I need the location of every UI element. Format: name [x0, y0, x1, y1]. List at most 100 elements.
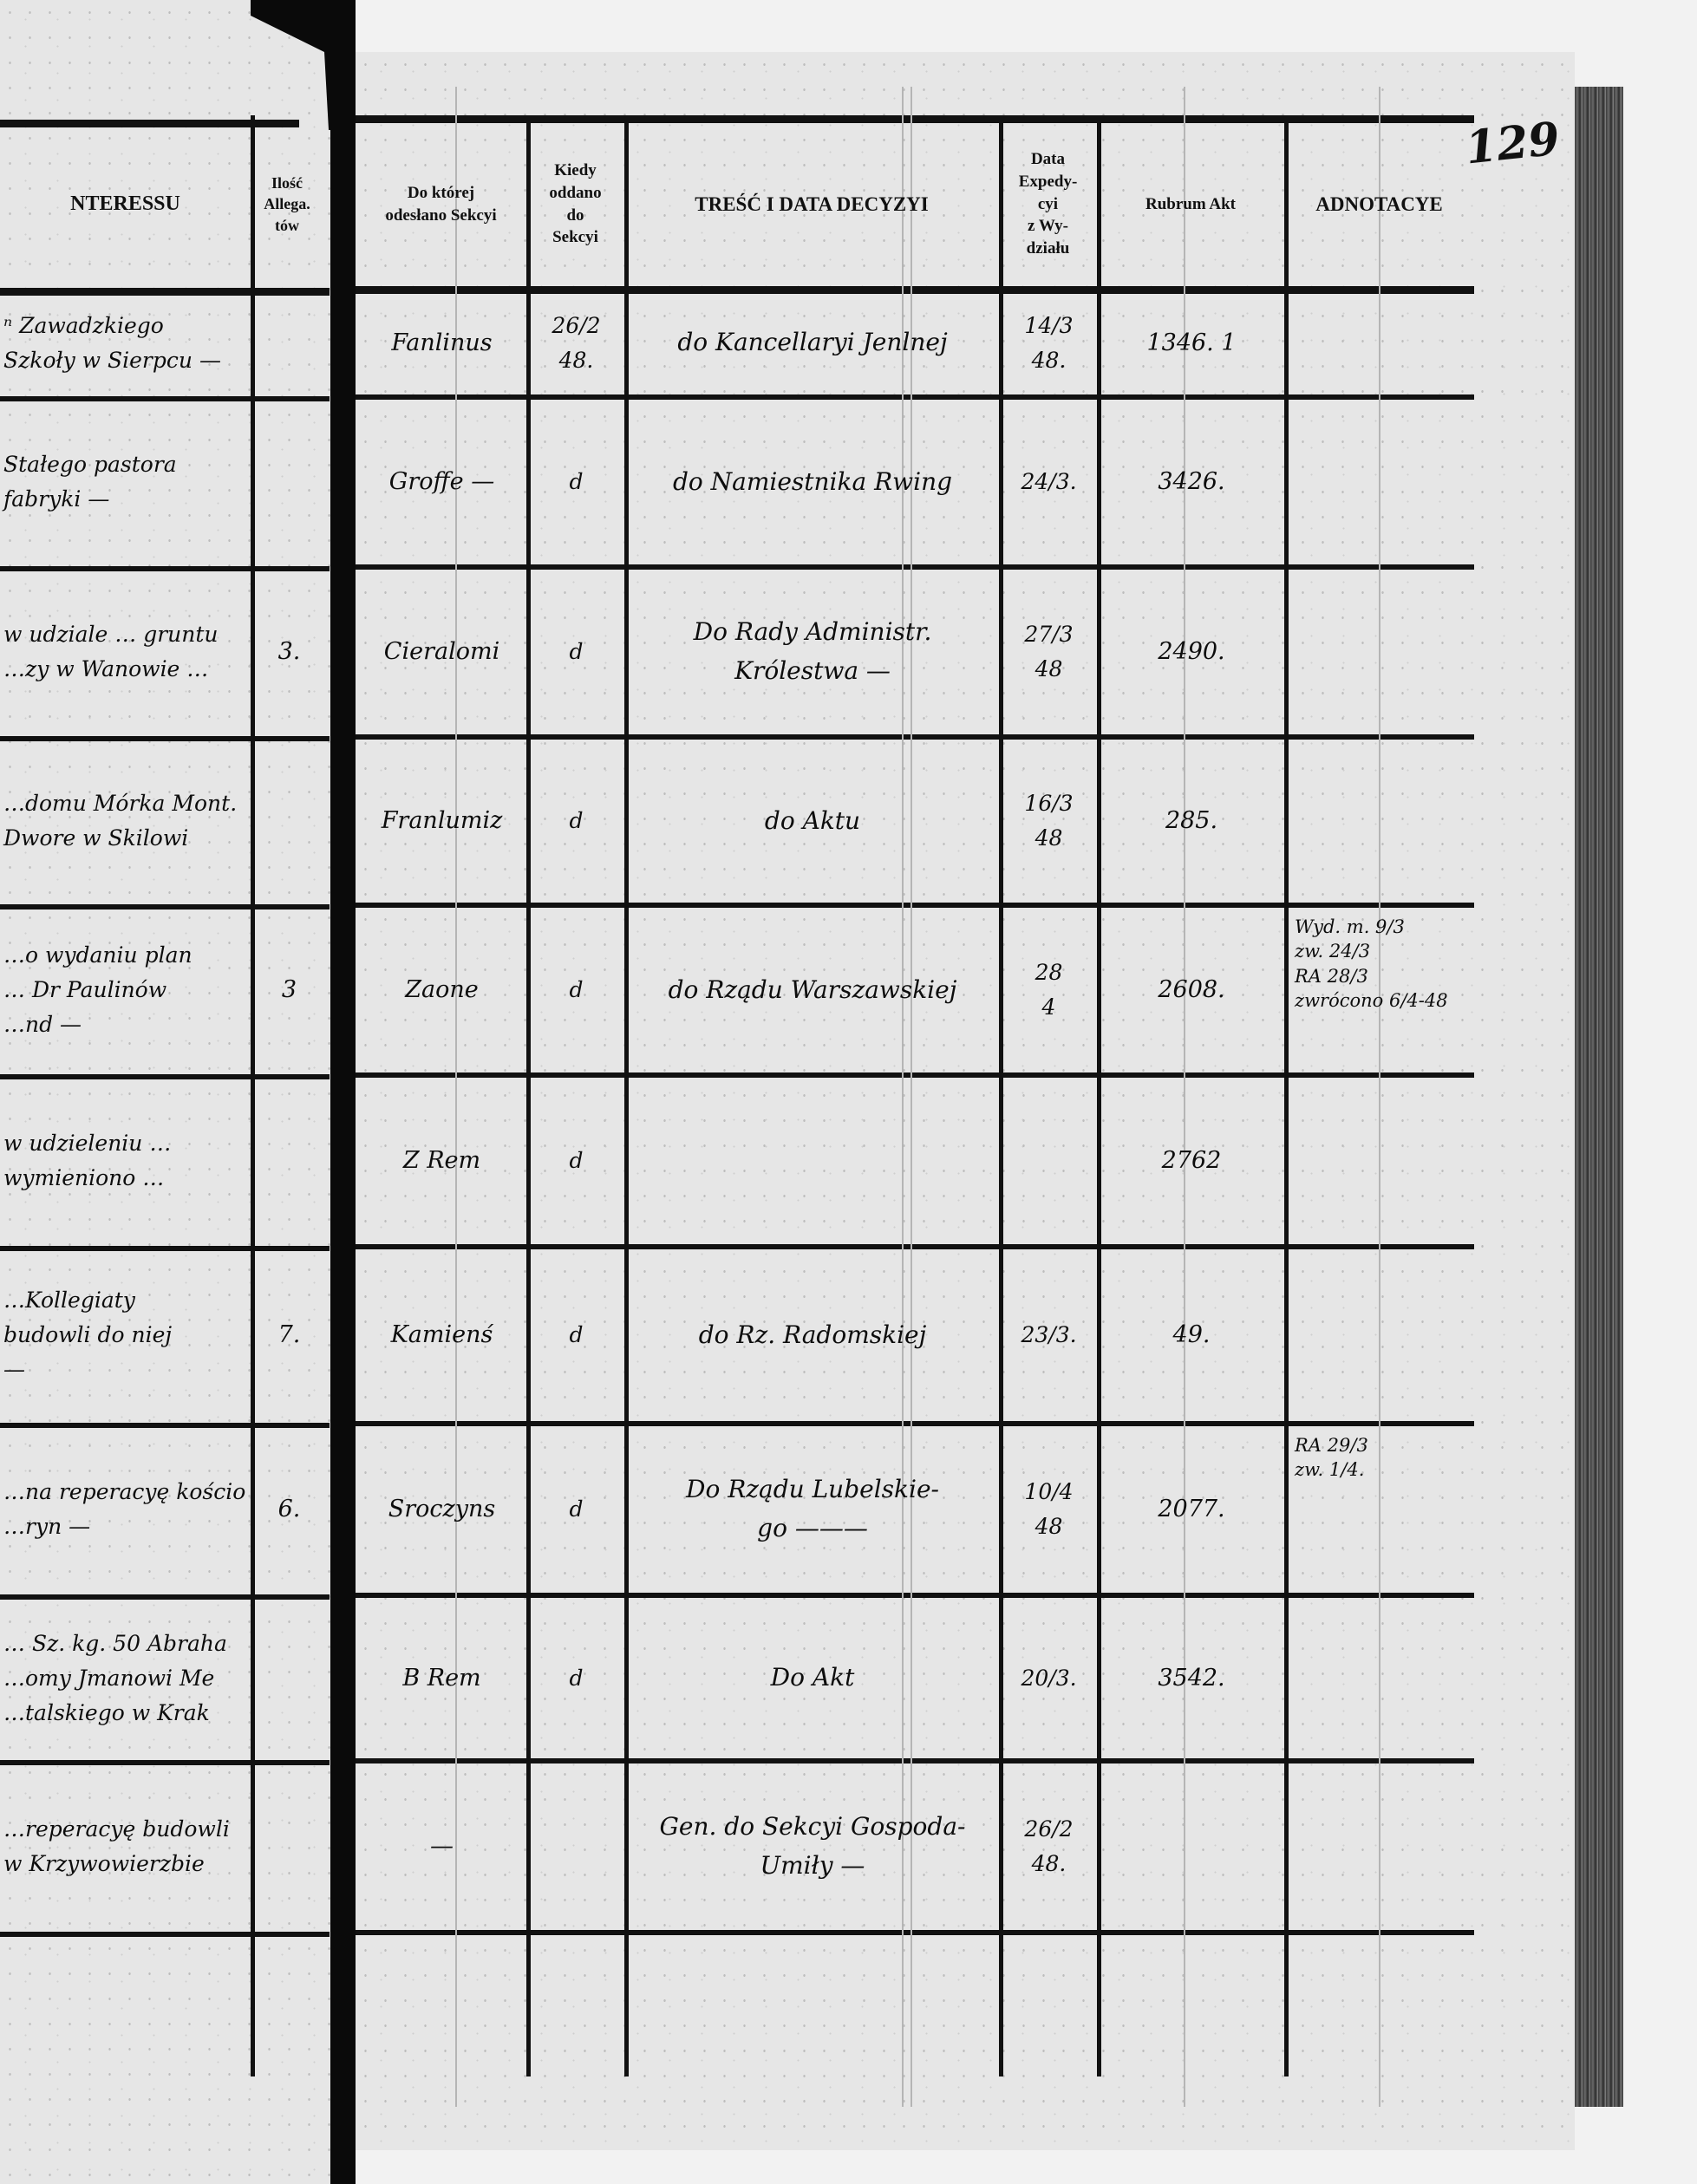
when-cell: d: [569, 808, 584, 833]
when-cell: [532, 1763, 621, 1930]
rubrum-cell: 2490.: [1158, 638, 1225, 666]
when-cell: d: [569, 1665, 584, 1691]
row-rule-left: [0, 396, 330, 401]
interessu-cell: ⁿ Zawadzkiego Szkoły w Sierpcu —: [3, 312, 221, 373]
faint-guide-line: [902, 87, 904, 2107]
decision-cell: [630, 1078, 995, 1244]
annotations-cell: RA 29/3 zw. 1/4.: [1295, 1435, 1368, 1481]
row-rule: [356, 394, 1474, 400]
interessu-cell: …domu Mórka Mont. Dwore w Skilowi: [3, 791, 238, 851]
allegations-cell: 3: [281, 976, 297, 1004]
header-decision: TREŚĆ I DATA DECYZYI: [695, 192, 929, 215]
header-top-rule: [356, 115, 1474, 123]
column-rule-left: [251, 115, 255, 2076]
header-section: Do której odesłano Sekcyi: [385, 183, 497, 225]
row-rule-left: [0, 1074, 330, 1079]
decision-cell: do Aktu: [764, 805, 861, 835]
when-cell: d: [569, 977, 584, 1002]
header-annotations: ADNOTACYE: [1315, 192, 1443, 215]
expedition-cell: [1004, 1078, 1093, 1244]
expedition-cell: 14/3 48.: [1024, 312, 1074, 373]
row-rule-left: [0, 1594, 330, 1600]
decision-cell: do Namiestnika Rwing: [672, 466, 953, 496]
allegations-cell: 3.: [277, 638, 301, 666]
expedition-cell: 23/3.: [1021, 1322, 1077, 1347]
header-when: Kiedy oddano do Sekcyi: [549, 161, 602, 247]
row-rule-left: [0, 1932, 330, 1937]
row-rule-left: [0, 1760, 330, 1765]
when-cell: d: [569, 639, 584, 664]
row-rule: [356, 286, 1474, 294]
column-rule: [999, 115, 1003, 2076]
rubrum-cell: 2608.: [1158, 976, 1225, 1004]
expedition-cell: 27/3 48: [1024, 622, 1074, 681]
row-rule-left: [0, 1246, 330, 1251]
section-cell: Cieralomi: [383, 638, 500, 666]
header-top-rule-left: [0, 120, 299, 127]
interessu-cell: …o wydaniu plan … Dr Paulinów …nd —: [3, 942, 193, 1037]
book-edge: [1575, 87, 1623, 2107]
annotations-cell: [1289, 740, 1481, 916]
section-cell: Z Rem: [402, 1147, 481, 1175]
decision-cell: Do Rady Administr. Królestwa —: [693, 617, 932, 685]
row-rule: [356, 1072, 1474, 1078]
header-interessu: NTERESSU: [70, 192, 180, 216]
interessu-cell: … Sz. kg. 50 Abraha …omy Jmanowi Me …tal…: [3, 1630, 227, 1725]
rubrum-cell: 2762: [1161, 1147, 1222, 1175]
rubrum-cell: 2077.: [1158, 1496, 1225, 1523]
row-rule: [356, 1593, 1474, 1598]
interessu-cell: w udziale … gruntu …zy w Wanowie …: [3, 622, 219, 681]
interessu-cell: w udzieleniu … wymieniono …: [3, 1131, 172, 1190]
column-rule: [624, 115, 629, 2076]
row-rule: [356, 564, 1474, 570]
decision-cell: Do Akt: [770, 1663, 855, 1692]
interessu-cell: …Kollegiaty budowli do niej —: [3, 1288, 173, 1382]
section-cell: Zaone: [405, 976, 479, 1004]
expedition-cell: 26/2 48.: [1024, 1816, 1074, 1876]
allegations-cell: [255, 1598, 323, 1758]
section-cell: Franlumiz: [381, 807, 503, 835]
decision-cell: do Kancellaryi Jenlnej: [677, 328, 948, 357]
allegations-cell: [255, 740, 323, 903]
section-cell: Kamienś: [390, 1321, 493, 1349]
annotations-cell: [1289, 291, 1481, 408]
when-cell: d: [569, 469, 584, 494]
row-rule: [356, 1758, 1474, 1763]
annotations-cell: [1289, 570, 1481, 748]
allegations-cell: 7.: [277, 1321, 301, 1349]
section-cell: Fanlinus: [391, 329, 493, 356]
faint-guide-line: [455, 87, 457, 2107]
allegations-cell: [255, 400, 323, 564]
decision-cell: Gen. do Sekcyi Gospoda- Umiły —: [659, 1812, 966, 1880]
header-rubrum: Rubrum Akt: [1145, 194, 1236, 213]
decision-cell: Do Rządu Lubelskie- go ———: [686, 1475, 939, 1542]
row-rule-left: [0, 1423, 330, 1428]
expedition-cell: 24/3.: [1021, 469, 1077, 494]
column-rule: [1284, 115, 1289, 2076]
row-rule-left: [0, 288, 330, 296]
rubrum-cell: 3542.: [1158, 1664, 1225, 1692]
decision-cell: do Rządu Warszawskiej: [668, 975, 957, 1004]
section-cell: Sroczyns: [388, 1496, 496, 1523]
row-rule: [356, 903, 1474, 908]
right-page: [356, 52, 1575, 2150]
rubrum-cell: 285.: [1165, 807, 1218, 835]
header-expedition: Data Expedy- cyi z Wy- działu: [1018, 150, 1078, 258]
row-rule: [356, 734, 1474, 740]
column-rule: [1097, 115, 1101, 2076]
row-rule: [356, 1421, 1474, 1426]
rubrum-cell: [1102, 1763, 1281, 1930]
annotations-cell: [1289, 1249, 1481, 1435]
when-cell: 26/2 48.: [552, 312, 601, 373]
allegations-cell: [255, 291, 323, 394]
row-rule-left: [0, 736, 330, 741]
left-page: [0, 0, 330, 2184]
expedition-cell: 16/3 48: [1024, 791, 1074, 851]
rubrum-cell: 1346. 1: [1146, 329, 1237, 356]
page-number: 129: [1463, 112, 1563, 175]
row-rule-left: [0, 566, 330, 571]
faint-guide-line: [911, 87, 912, 2107]
expedition-cell: 28 4: [1035, 960, 1063, 1020]
faint-guide-line: [1184, 87, 1185, 2107]
interessu-cell: …na reperacyę kościo …ryn —: [3, 1479, 246, 1539]
